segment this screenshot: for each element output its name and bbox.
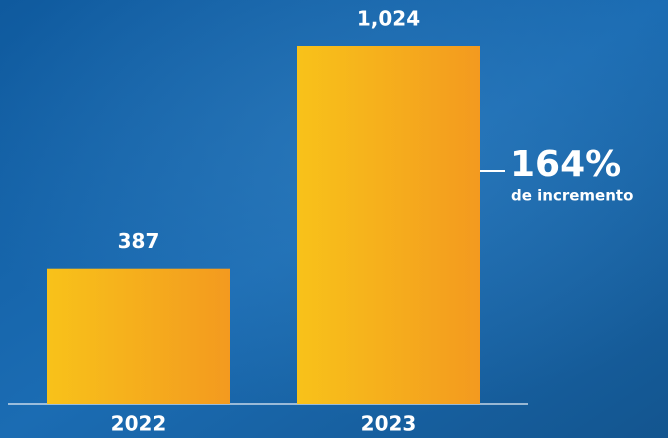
annotation-percent: 164%: [510, 144, 621, 185]
value-label: 387: [118, 229, 160, 253]
x-tick-label: 2023: [361, 412, 417, 436]
annotation-text: de incremento: [511, 187, 633, 205]
x-tick-label: 2022: [111, 412, 167, 436]
bar: [297, 46, 480, 404]
bar: [47, 268, 230, 404]
value-label: 1,024: [357, 7, 420, 31]
